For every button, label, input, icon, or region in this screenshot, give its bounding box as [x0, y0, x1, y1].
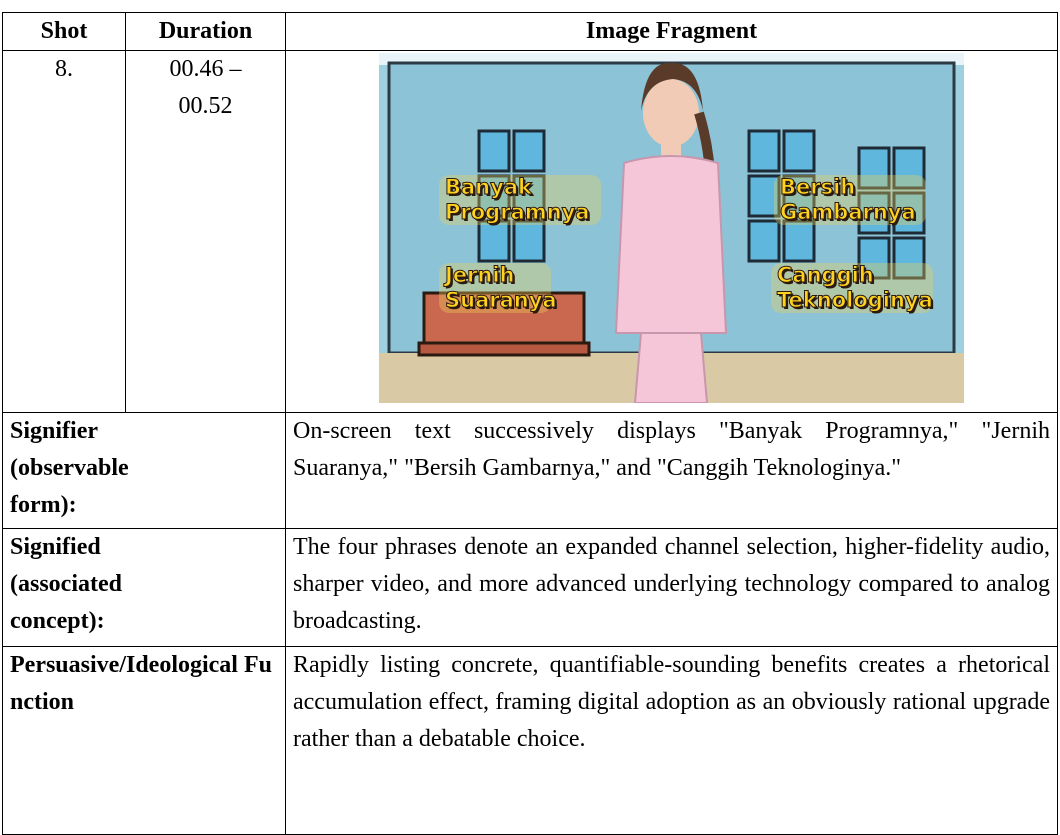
row-text: The four phrases denote an expanded chan… [285, 528, 1058, 647]
row-label: Signifier (observable form): [2, 412, 286, 529]
duration-cell: 00.46 – 00.52 [125, 50, 286, 413]
scene [379, 53, 964, 403]
image-cell: Banyak Programnya Jernih Suaranya Bersih… [285, 50, 1058, 413]
row-text: Rapidly listing concrete, quantifiable-s… [285, 646, 1058, 835]
header-cell: Image Fragment [285, 12, 1058, 51]
image-label: Bersih Gambarnya [774, 175, 926, 225]
image-label: Canggih Teknologinya [771, 263, 933, 313]
header-cell: Duration [125, 12, 286, 51]
header-cell: Shot [2, 12, 126, 51]
image-label: Banyak Programnya [439, 175, 601, 225]
shot-cell: 8. [2, 50, 126, 413]
image-label: Jernih Suaranya [439, 263, 557, 313]
row-label: Persuasive/Ideological Function [2, 646, 286, 835]
row-text: On-screen text successively displays "Ba… [285, 412, 1058, 529]
image-fragment: Banyak Programnya Jernih Suaranya Bersih… [379, 53, 964, 403]
row-label: Signified (associated concept): [2, 528, 286, 647]
analysis-table: Shot Duration Image Fragment 8. 00.46 – … [2, 12, 1058, 835]
duration: 00.46 – 00.52 [169, 56, 242, 119]
